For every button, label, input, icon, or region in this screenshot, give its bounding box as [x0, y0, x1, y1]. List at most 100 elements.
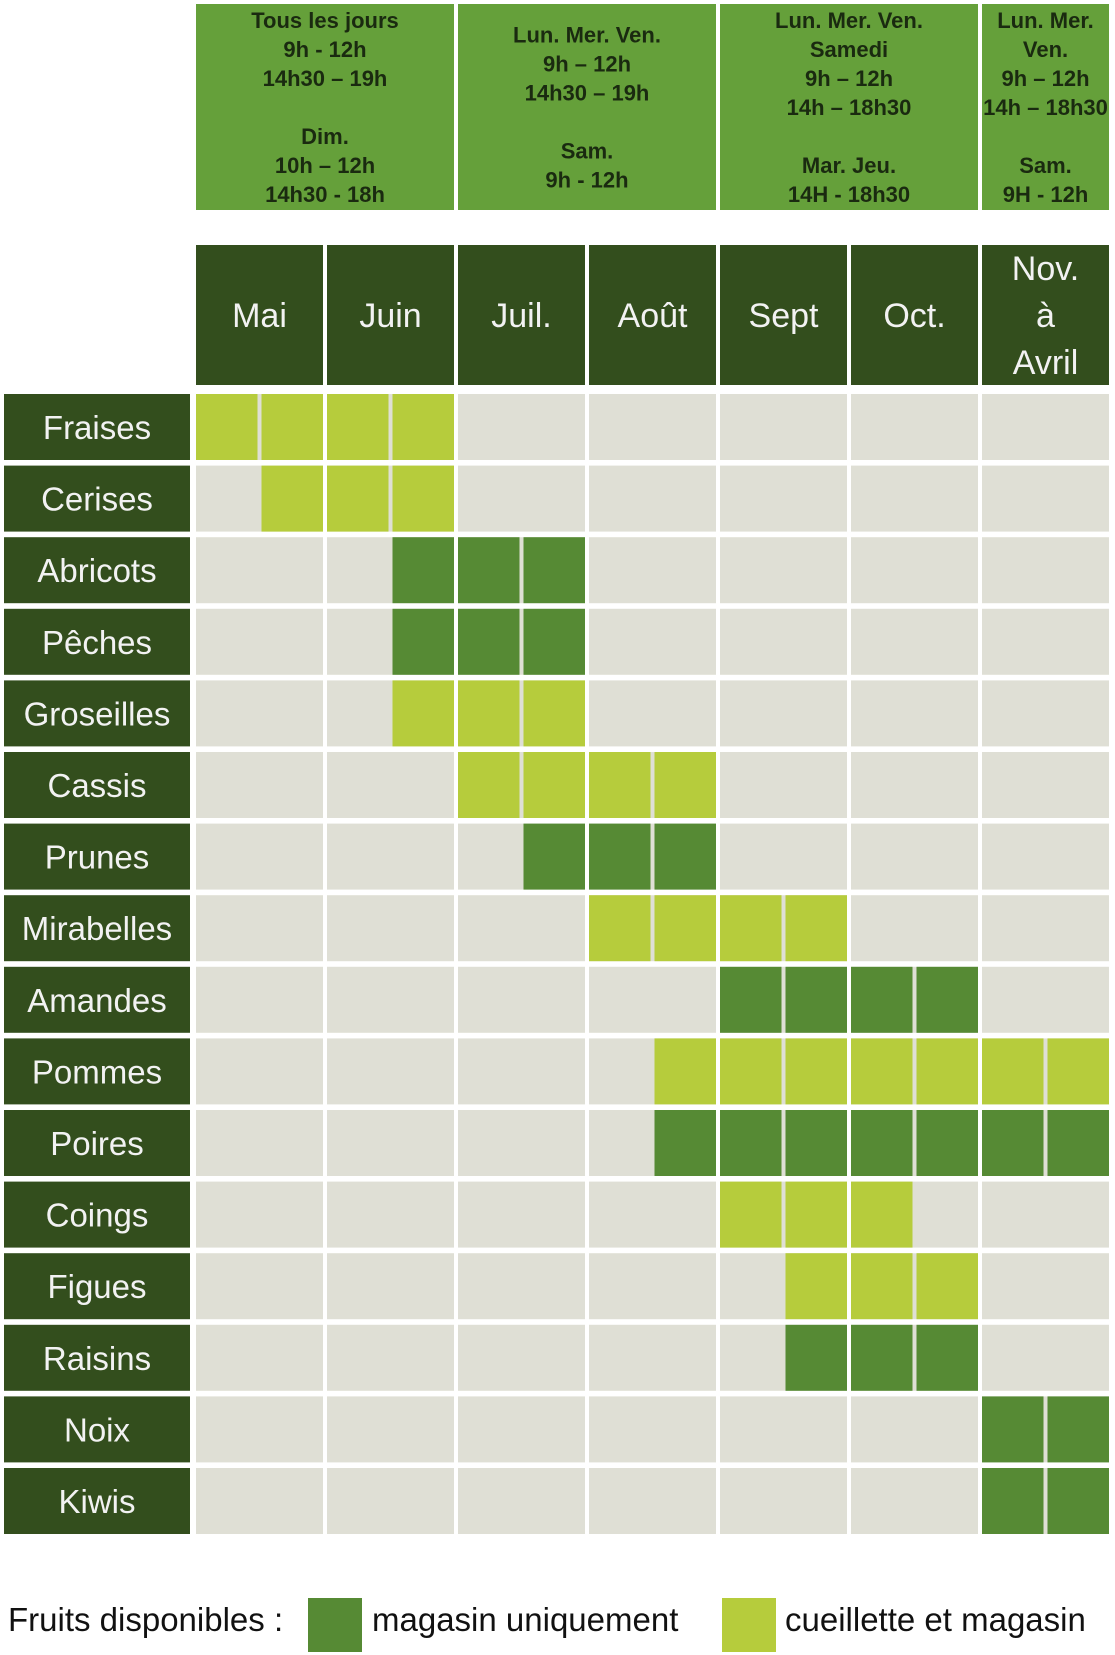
- month-cell: [196, 1253, 323, 1320]
- month-cell: [982, 1253, 1109, 1320]
- availability-picking: [916, 1038, 978, 1105]
- availability-store-only: [851, 1324, 913, 1391]
- legend-title: Fruits disponibles :: [8, 1601, 284, 1638]
- month-cell: [196, 680, 323, 747]
- month-cell: [589, 966, 716, 1033]
- fruit-label-box: [4, 1253, 190, 1320]
- availability-store-only: [1047, 1396, 1109, 1463]
- hours-line: 14h30 - 18h: [265, 182, 385, 207]
- legend-label-picking: cueillette et magasin: [785, 1601, 1086, 1638]
- availability-store-only: [982, 1110, 1044, 1176]
- month-cell: [196, 1110, 323, 1176]
- month-cell: [458, 394, 585, 460]
- availability-picking: [1047, 1038, 1109, 1105]
- availability-picking: [785, 1253, 847, 1320]
- availability-picking: [720, 895, 782, 962]
- month-cell: [458, 1468, 585, 1534]
- month-header-2: [327, 245, 454, 385]
- month-cell: [589, 680, 716, 747]
- month-cell: [196, 537, 323, 604]
- availability-store-only: [720, 966, 782, 1033]
- fruit-label: Groseilles: [24, 695, 171, 732]
- month-cell: [589, 1396, 716, 1463]
- availability-picking: [458, 752, 520, 818]
- hours-line: 9h - 12h: [283, 37, 366, 62]
- month-cell: [327, 1038, 454, 1105]
- month-cell: [458, 465, 585, 532]
- month-cell: [327, 1110, 454, 1176]
- fruit-label-box: [4, 1396, 190, 1463]
- month-cell: [458, 1038, 585, 1105]
- hours-block-3: [720, 4, 978, 210]
- availability-store-only: [785, 1110, 847, 1176]
- month-cell: [589, 537, 716, 604]
- month-label: Juin: [359, 297, 421, 335]
- hours-line: 14h – 18h30: [983, 95, 1108, 120]
- availability-picking: [261, 394, 323, 460]
- availability-picking: [261, 465, 323, 532]
- availability-store-only: [392, 608, 454, 675]
- hours-line: 14H - 18h30: [788, 182, 910, 207]
- fruit-label: Fraises: [43, 409, 151, 446]
- month-header-6: [851, 245, 978, 385]
- hours-block-2: [458, 4, 716, 210]
- availability-store-only: [458, 608, 520, 675]
- availability-picking: [785, 1181, 847, 1248]
- month-cell: [458, 1253, 585, 1320]
- month-cell: [589, 465, 716, 532]
- hours-line: 14h – 18h30: [787, 95, 912, 120]
- fruit-label-box: [4, 1181, 190, 1248]
- month-cell: [982, 823, 1109, 890]
- availability-store-only: [982, 1396, 1044, 1463]
- hours-line: 14h30 – 19h: [525, 81, 650, 106]
- availability-picking: [458, 680, 520, 747]
- fruit-label-box: [4, 823, 190, 890]
- month-cell: [196, 1038, 323, 1105]
- month-cell: [196, 608, 323, 675]
- month-cell: [458, 966, 585, 1033]
- fruit-label-box: [4, 1038, 190, 1105]
- month-cell: [720, 1468, 847, 1534]
- month-cell: [196, 1181, 323, 1248]
- fruit-label: Pêches: [42, 624, 152, 661]
- month-cell: [851, 608, 978, 675]
- hours-line: 9h – 12h: [1001, 66, 1089, 91]
- month-cell: [851, 394, 978, 460]
- month-cell: [720, 608, 847, 675]
- month-cell: [327, 895, 454, 962]
- fruit-label: Noix: [64, 1411, 131, 1448]
- legend-swatch-store-only: [308, 1598, 362, 1652]
- fruit-calendar: Tous les jours 9h - 12h 14h30 – 19h Dim. 10h…: [4, 4, 1109, 1534]
- availability-picking: [327, 465, 389, 532]
- fruit-label: Cassis: [47, 767, 146, 804]
- month-label: à: [1036, 297, 1055, 335]
- availability-store-only: [916, 1110, 978, 1176]
- availability-store-only: [392, 537, 454, 604]
- availability-store-only: [523, 823, 585, 890]
- availability-store-only: [851, 966, 913, 1033]
- fruit-label-box: [4, 895, 190, 962]
- month-cell: [589, 1324, 716, 1391]
- availability-picking: [851, 1253, 913, 1320]
- month-header-5: [720, 245, 847, 385]
- availability-picking: [523, 752, 585, 818]
- hours-line: 9H - 12h: [1003, 182, 1089, 207]
- hours-line: Ven.: [1023, 37, 1068, 62]
- month-cell: [720, 752, 847, 818]
- availability-picking: [916, 1253, 978, 1320]
- month-cell: [196, 1324, 323, 1391]
- legend: Fruits disponibles : magasin uniquement …: [0, 1598, 1115, 1654]
- availability-picking: [196, 394, 258, 460]
- month-cell: [982, 1181, 1109, 1248]
- month-cell: [327, 823, 454, 890]
- availability-store-only: [720, 1110, 782, 1176]
- availability-store-only: [785, 1324, 847, 1391]
- month-cell: [851, 680, 978, 747]
- fruit-label: Poires: [50, 1125, 144, 1162]
- availability-store-only: [982, 1468, 1044, 1534]
- month-cell: [327, 1324, 454, 1391]
- month-cell: [720, 394, 847, 460]
- month-cell: [458, 1324, 585, 1391]
- hours-line: Mar. Jeu.: [802, 153, 896, 178]
- fruit-label-box: [4, 537, 190, 604]
